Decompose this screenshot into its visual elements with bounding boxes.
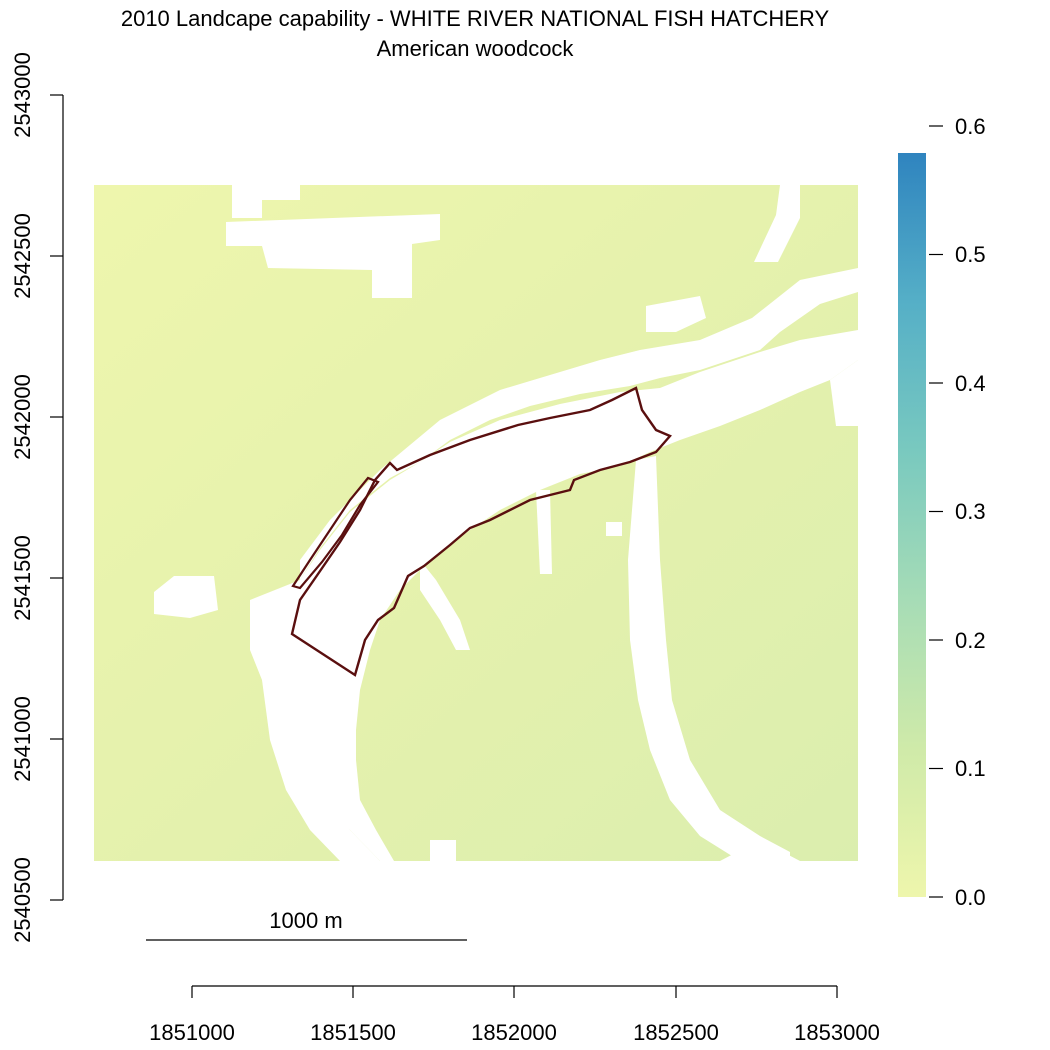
water-patch [262, 680, 380, 861]
x-tick-label: 1852000 [471, 1020, 557, 1045]
water-patch [646, 296, 706, 332]
water-patch [830, 360, 858, 426]
y-tick-label: 2543000 [10, 52, 35, 138]
legend-label: 0.1 [955, 756, 986, 781]
x-tick-label: 1853000 [794, 1020, 880, 1045]
x-tick-label: 1852500 [633, 1020, 719, 1045]
y-tick-label: 2541500 [10, 535, 35, 621]
water-features [154, 185, 858, 861]
legend-label: 0.2 [955, 628, 986, 653]
water-patch [226, 214, 440, 298]
x-tick-label: 1851000 [149, 1020, 235, 1045]
legend-label: 0.3 [955, 499, 986, 524]
boundary-strip [291, 476, 380, 590]
map-subtitle: American woodcock [376, 36, 574, 61]
y-tick-label: 2542500 [10, 213, 35, 299]
water-patch [754, 185, 800, 262]
pond [154, 576, 218, 618]
water-patch [720, 840, 800, 861]
map-title: 2010 Landcape capability - WHITE RIVER N… [120, 6, 830, 31]
y-tick-label: 2542000 [10, 374, 35, 460]
legend-label: 0.0 [955, 885, 986, 910]
legend-label: 0.6 [955, 114, 986, 139]
water-patch [430, 840, 456, 861]
x-axis [191, 985, 838, 998]
water-patch [232, 185, 300, 218]
river-channel [300, 268, 858, 580]
x-tick-labels: 1851000 1851500 1852000 1852500 1853000 [149, 1020, 880, 1045]
water-patch [536, 490, 552, 574]
legend-labels: 0.0 0.1 0.2 0.3 0.4 0.5 0.6 [955, 114, 986, 910]
water-patch [300, 226, 330, 238]
scale-bar-label: 1000 m [269, 908, 342, 933]
water-patch [250, 580, 300, 680]
legend-label: 0.4 [955, 371, 986, 396]
y-axis [50, 94, 64, 901]
river-branch [628, 456, 790, 861]
legend-colorbar [898, 153, 926, 897]
river-channel [286, 330, 858, 861]
y-tick-label: 2541000 [10, 696, 35, 782]
legend-label: 0.5 [955, 242, 986, 267]
y-tick-labels: 2540500 2541000 2541500 2542000 2542500 … [10, 52, 35, 943]
raster-layer [94, 185, 858, 861]
water-patch [606, 522, 622, 536]
water-patch [420, 560, 470, 650]
legend-ticks [929, 125, 943, 898]
boundary-polygon [290, 386, 672, 677]
y-tick-label: 2540500 [10, 857, 35, 943]
x-tick-label: 1851500 [310, 1020, 396, 1045]
hatchery-boundary [290, 386, 672, 677]
scale-bar: 1000 m [146, 908, 467, 941]
legend: 0.0 0.1 0.2 0.3 0.4 0.5 0.6 [898, 114, 986, 910]
